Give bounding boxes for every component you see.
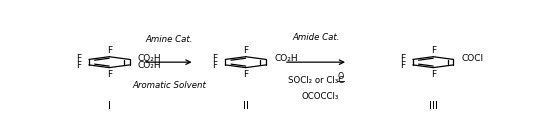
Text: F: F <box>212 54 218 63</box>
Text: F: F <box>243 46 248 55</box>
Text: CO₂H: CO₂H <box>274 54 298 63</box>
Text: O: O <box>337 72 343 81</box>
Text: F: F <box>76 61 81 70</box>
Text: F: F <box>400 61 405 70</box>
Text: COCl: COCl <box>461 54 484 63</box>
Text: Aromatic Solvent: Aromatic Solvent <box>132 80 206 90</box>
Text: Amine Cat.: Amine Cat. <box>145 35 192 44</box>
Text: F: F <box>107 70 112 79</box>
Text: I: I <box>108 101 111 111</box>
Text: SOCl₂ or Cl₃C: SOCl₂ or Cl₃C <box>288 76 344 84</box>
Text: F: F <box>431 46 436 55</box>
Text: F: F <box>76 54 81 63</box>
Text: II: II <box>243 101 249 111</box>
Text: F: F <box>431 70 436 79</box>
Text: F: F <box>107 46 112 55</box>
Text: CO₂H: CO₂H <box>138 62 161 70</box>
Text: OCOCCl₃: OCOCCl₃ <box>301 92 339 101</box>
Text: F: F <box>212 61 218 70</box>
Text: III: III <box>428 101 438 111</box>
Text: F: F <box>400 54 405 63</box>
Text: CO₂H: CO₂H <box>138 54 161 63</box>
Text: Amide Cat.: Amide Cat. <box>292 33 340 42</box>
Text: F: F <box>243 70 248 79</box>
